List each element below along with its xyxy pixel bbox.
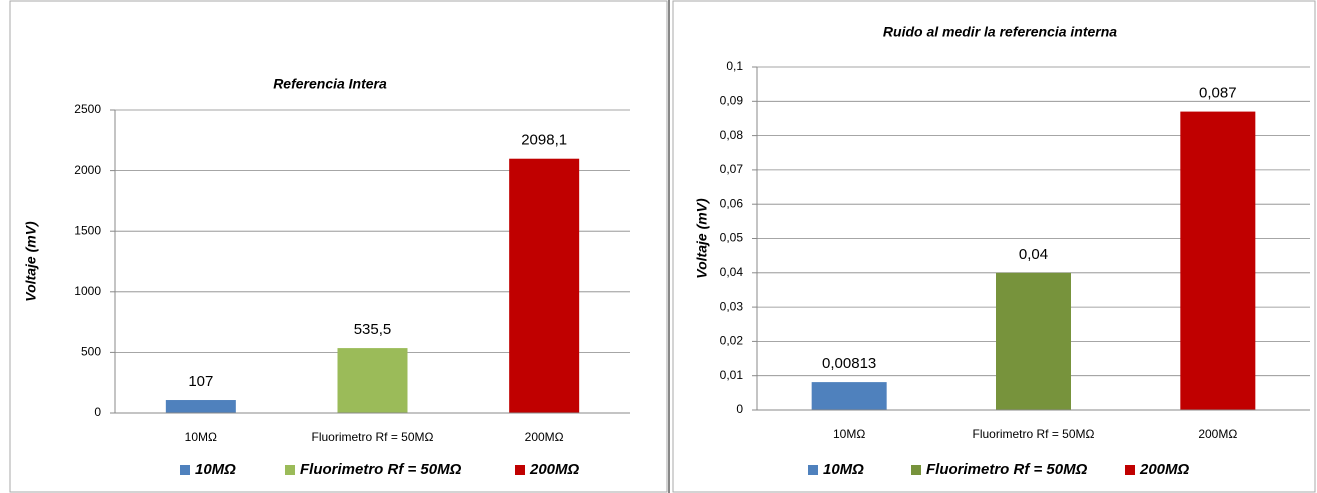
- data-label: 0,00813: [822, 355, 876, 372]
- legend-label: 10MΩ: [195, 461, 236, 478]
- y-tick-label: 0,02: [720, 334, 744, 348]
- y-tick-label: 0,08: [720, 128, 744, 142]
- legend-label: 10MΩ: [823, 461, 864, 478]
- panel-border: [672, 0, 1316, 493]
- y-tick-label: 2500: [74, 102, 101, 116]
- y-tick-label: 0,06: [720, 196, 744, 210]
- legend-label: Fluorimetro Rf = 50MΩ: [926, 461, 1088, 478]
- y-tick-label: 0: [736, 402, 743, 416]
- y-axis-label: Voltaje (mV): [694, 198, 710, 279]
- legend-swatch: [285, 465, 295, 475]
- x-tick-label: Fluorimetro Rf = 50MΩ: [972, 427, 1094, 441]
- y-tick-label: 0,1: [726, 59, 743, 73]
- legend-label: 200MΩ: [1139, 461, 1190, 478]
- legend-swatch: [515, 465, 525, 475]
- y-tick-label: 0,09: [720, 93, 744, 107]
- legend-swatch: [808, 465, 818, 475]
- x-tick-label: 10MΩ: [185, 430, 217, 444]
- data-label: 0,087: [1199, 85, 1237, 102]
- bar: [337, 348, 408, 413]
- panel-border: [9, 0, 668, 493]
- legend-swatch: [1125, 465, 1135, 475]
- x-tick-label: 200MΩ: [1198, 427, 1237, 441]
- y-tick-label: 0,07: [720, 162, 744, 176]
- x-tick-label: Fluorimetro Rf = 50MΩ: [311, 430, 433, 444]
- y-tick-label: 0,01: [720, 368, 744, 382]
- data-label: 535,5: [354, 321, 392, 338]
- x-tick-label: 200MΩ: [525, 430, 564, 444]
- chart-title: Ruido al medir la referencia interna: [883, 24, 1117, 40]
- y-tick-label: 1000: [74, 284, 101, 298]
- legend-swatch: [911, 465, 921, 475]
- bar: [165, 400, 236, 413]
- chart-title: Referencia Intera: [273, 76, 387, 92]
- y-tick-label: 1500: [74, 223, 101, 237]
- bar: [996, 272, 1071, 410]
- legend-label: Fluorimetro Rf = 50MΩ: [300, 461, 462, 478]
- data-label: 107: [188, 373, 213, 390]
- y-axis-label: Voltaje (mV): [23, 221, 39, 302]
- bar: [1180, 111, 1256, 410]
- y-tick-label: 0,05: [720, 231, 744, 245]
- y-tick-label: 0,04: [720, 265, 744, 279]
- data-label: 0,04: [1019, 246, 1048, 263]
- x-tick-label: 10MΩ: [833, 427, 865, 441]
- bar: [811, 382, 887, 410]
- legend-swatch: [180, 465, 190, 475]
- y-tick-label: 500: [81, 345, 101, 359]
- y-tick-label: 0: [94, 405, 101, 419]
- y-tick-label: 2000: [74, 163, 101, 177]
- bar: [509, 158, 580, 413]
- legend-label: 200MΩ: [529, 461, 580, 478]
- y-tick-label: 0,03: [720, 299, 744, 313]
- data-label: 2098,1: [521, 132, 567, 149]
